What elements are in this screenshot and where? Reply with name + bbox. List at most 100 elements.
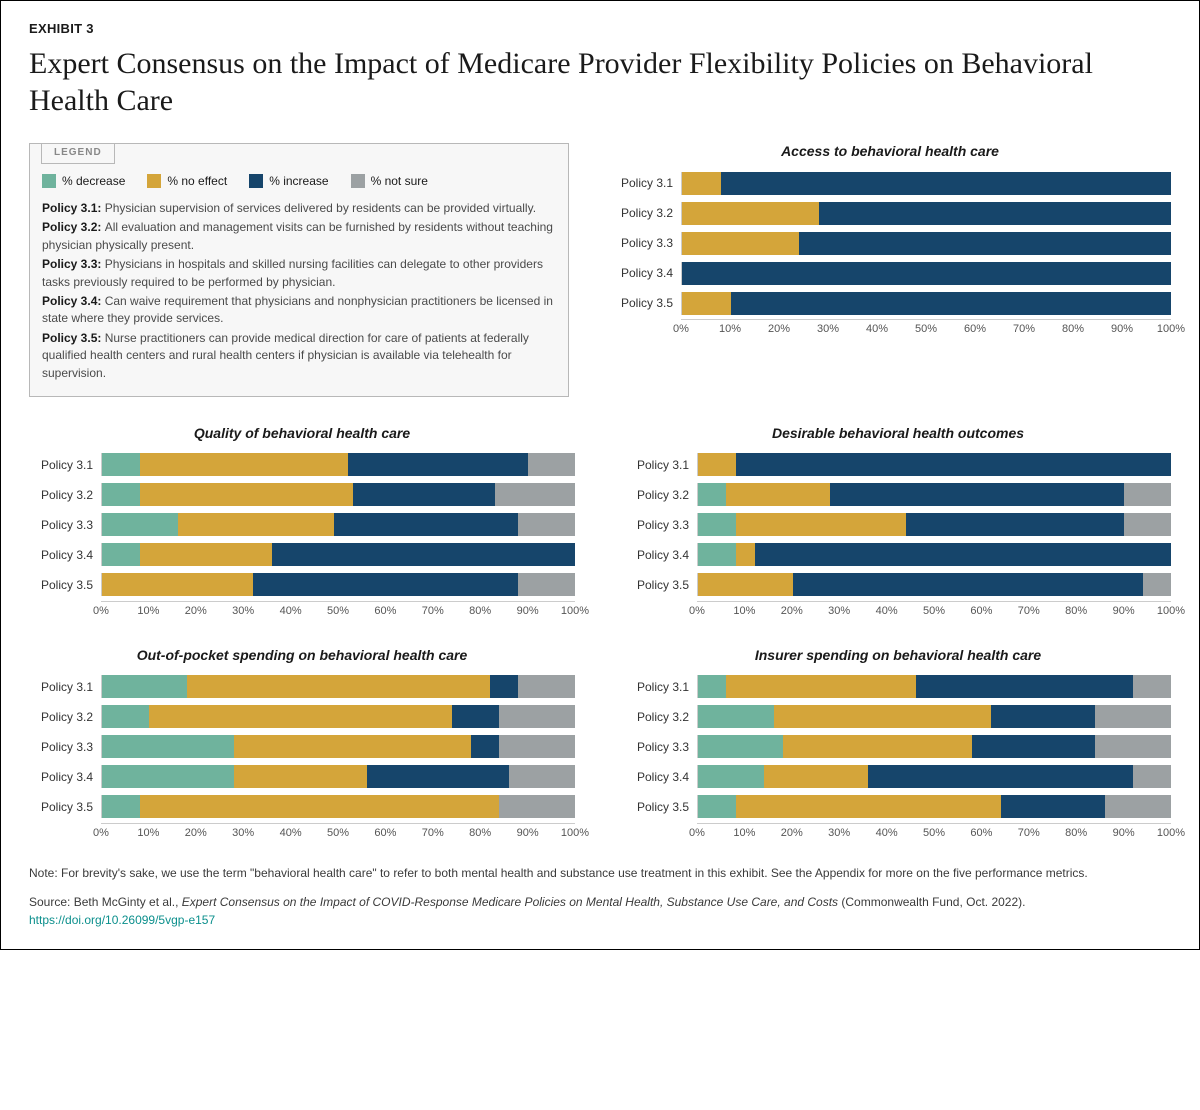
bar-track [697, 765, 1171, 788]
seg-no_effect [682, 292, 731, 315]
bar-track [697, 735, 1171, 758]
seg-increase [793, 573, 1143, 596]
exhibit-label: EXHIBIT 3 [29, 21, 1171, 36]
legend-label: % increase [269, 173, 328, 190]
bar-row: Policy 3.2 [625, 481, 1171, 509]
seg-no_effect [698, 453, 736, 476]
charts-grid: Quality of behavioral health carePolicy … [29, 425, 1171, 841]
bar-track [697, 513, 1171, 536]
bar-label: Policy 3.3 [625, 518, 697, 532]
bar-row: Policy 3.4 [625, 541, 1171, 569]
axis: 0%10%20%30%40%50%60%70%80%90%100% [697, 601, 1171, 619]
axis-tick: 10% [733, 827, 755, 839]
bar-track [697, 573, 1171, 596]
bar-row: Policy 3.5 [609, 289, 1171, 317]
axis-tick: 100% [561, 605, 589, 617]
bar-row: Policy 3.4 [609, 259, 1171, 287]
policy-num: Policy 3.1: [42, 201, 105, 215]
seg-not_sure [1133, 675, 1171, 698]
seg-decrease [698, 675, 726, 698]
seg-increase [972, 735, 1095, 758]
bar-row: Policy 3.3 [609, 229, 1171, 257]
bar-label: Policy 3.1 [625, 458, 697, 472]
bar-row: Policy 3.3 [29, 511, 575, 539]
seg-increase [253, 573, 518, 596]
bar-track [697, 483, 1171, 506]
bar-track [681, 232, 1171, 255]
bar-row: Policy 3.2 [609, 199, 1171, 227]
seg-decrease [102, 543, 140, 566]
seg-no_effect [102, 573, 253, 596]
seg-increase [348, 453, 528, 476]
seg-no_effect [140, 795, 499, 818]
seg-decrease [698, 765, 764, 788]
axis: 0%10%20%30%40%50%60%70%80%90%100% [101, 823, 575, 841]
axis-tick: 10% [137, 605, 159, 617]
chart-quality: Quality of behavioral health carePolicy … [29, 425, 575, 619]
seg-not_sure [518, 513, 575, 536]
policy-desc: Policy 3.4: Can waive requirement that p… [42, 293, 556, 328]
seg-decrease [102, 795, 140, 818]
legend-item-increase: % increase [249, 173, 328, 190]
axis-tick: 90% [1113, 605, 1135, 617]
legend-item-not_sure: % not sure [351, 173, 428, 190]
seg-increase [1001, 795, 1105, 818]
axis-tick: 20% [185, 605, 207, 617]
bar-row: Policy 3.5 [29, 571, 575, 599]
seg-increase [490, 675, 518, 698]
axis-tick: 50% [923, 605, 945, 617]
axis-tick: 40% [280, 605, 302, 617]
seg-decrease [102, 483, 140, 506]
seg-not_sure [1143, 573, 1171, 596]
axis-tick: 30% [828, 605, 850, 617]
policy-num: Policy 3.3: [42, 257, 105, 271]
legend-tab: LEGEND [41, 143, 115, 164]
axis-tick: 20% [185, 827, 207, 839]
seg-not_sure [1095, 705, 1171, 728]
seg-not_sure [499, 795, 575, 818]
bar-track [101, 543, 575, 566]
seg-increase [991, 705, 1095, 728]
seg-no_effect [682, 232, 799, 255]
bar-label: Policy 3.1 [29, 458, 101, 472]
seg-no_effect [234, 735, 471, 758]
seg-decrease [698, 513, 736, 536]
axis-tick: 10% [137, 827, 159, 839]
axis-tick: 40% [280, 827, 302, 839]
axis-tick: 0% [673, 323, 689, 335]
bar-track [681, 172, 1171, 195]
bar-label: Policy 3.3 [625, 740, 697, 754]
bar-row: Policy 3.5 [625, 793, 1171, 821]
axis-tick: 30% [828, 827, 850, 839]
bar-track [101, 453, 575, 476]
bar-label: Policy 3.5 [609, 296, 681, 310]
axis-tick: 50% [327, 605, 349, 617]
axis-tick: 70% [1018, 827, 1040, 839]
seg-no_effect [140, 453, 348, 476]
seg-decrease [102, 735, 234, 758]
source-link[interactable]: https://doi.org/10.26099/5vgp-e157 [29, 913, 215, 927]
axis-tick: 90% [1113, 827, 1135, 839]
seg-decrease [102, 453, 140, 476]
bar-label: Policy 3.2 [29, 488, 101, 502]
chart-title: Desirable behavioral health outcomes [625, 425, 1171, 441]
seg-increase [682, 262, 1171, 285]
seg-increase [731, 292, 1171, 315]
legend-box: LEGEND % decrease% no effect% increase% … [29, 143, 569, 397]
chart-outcomes: Desirable behavioral health outcomes Poli… [625, 425, 1171, 619]
axis-tick: 0% [689, 605, 705, 617]
axis-tick: 100% [1157, 323, 1185, 335]
bar-label: Policy 3.1 [609, 176, 681, 190]
bar-track [101, 513, 575, 536]
seg-decrease [102, 765, 234, 788]
seg-no_effect [736, 513, 906, 536]
axis-tick: 10% [719, 323, 741, 335]
axis-tick: 60% [374, 827, 396, 839]
seg-not_sure [518, 573, 575, 596]
chart-access: Access to behavioral health carePolicy 3… [609, 143, 1171, 397]
bar-row: Policy 3.2 [29, 481, 575, 509]
axis-tick: 30% [232, 605, 254, 617]
axis-tick: 10% [733, 605, 755, 617]
bar-row: Policy 3.3 [625, 511, 1171, 539]
seg-decrease [698, 705, 774, 728]
